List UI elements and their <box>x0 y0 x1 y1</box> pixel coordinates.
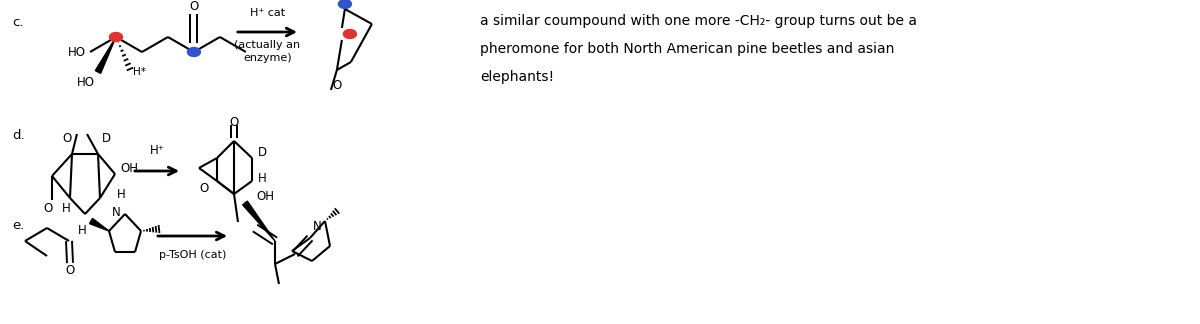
Ellipse shape <box>338 0 352 8</box>
Text: N: N <box>113 205 121 218</box>
Text: O: O <box>229 117 239 130</box>
Text: H: H <box>116 188 125 201</box>
Text: O: O <box>190 0 198 13</box>
Text: O: O <box>43 202 53 214</box>
Text: c.: c. <box>12 16 24 29</box>
Text: H: H <box>78 224 86 237</box>
Text: d.: d. <box>12 129 25 142</box>
Ellipse shape <box>343 29 356 39</box>
Ellipse shape <box>187 48 200 56</box>
Text: enzyme): enzyme) <box>244 53 292 63</box>
Text: OH: OH <box>120 163 138 176</box>
Text: O: O <box>65 264 74 277</box>
Text: D: D <box>102 132 112 145</box>
Text: H⁺ cat: H⁺ cat <box>250 8 284 18</box>
Ellipse shape <box>109 32 122 41</box>
Text: D: D <box>258 146 268 159</box>
Text: H⁺: H⁺ <box>150 144 164 157</box>
Polygon shape <box>95 37 116 73</box>
Polygon shape <box>242 201 275 241</box>
Text: H: H <box>258 172 266 186</box>
Text: pheromone for both North American pine beetles and asian: pheromone for both North American pine b… <box>480 42 894 56</box>
Text: HO: HO <box>77 76 95 89</box>
Text: a similar coumpound with one more -CH₂- group turns out be a: a similar coumpound with one more -CH₂- … <box>480 14 917 28</box>
Text: H*: H* <box>133 67 146 77</box>
Text: p-TsOH (cat): p-TsOH (cat) <box>158 250 226 260</box>
Text: elephants!: elephants! <box>480 70 554 84</box>
Text: e.: e. <box>12 219 24 232</box>
Text: O: O <box>62 132 72 145</box>
Text: O: O <box>199 182 209 195</box>
Polygon shape <box>90 218 109 231</box>
Text: (actually an: (actually an <box>234 40 300 50</box>
Text: OH: OH <box>256 191 274 203</box>
Text: H: H <box>62 202 71 214</box>
Text: O: O <box>332 79 342 92</box>
Text: HO: HO <box>68 45 86 59</box>
Text: N: N <box>313 220 322 233</box>
